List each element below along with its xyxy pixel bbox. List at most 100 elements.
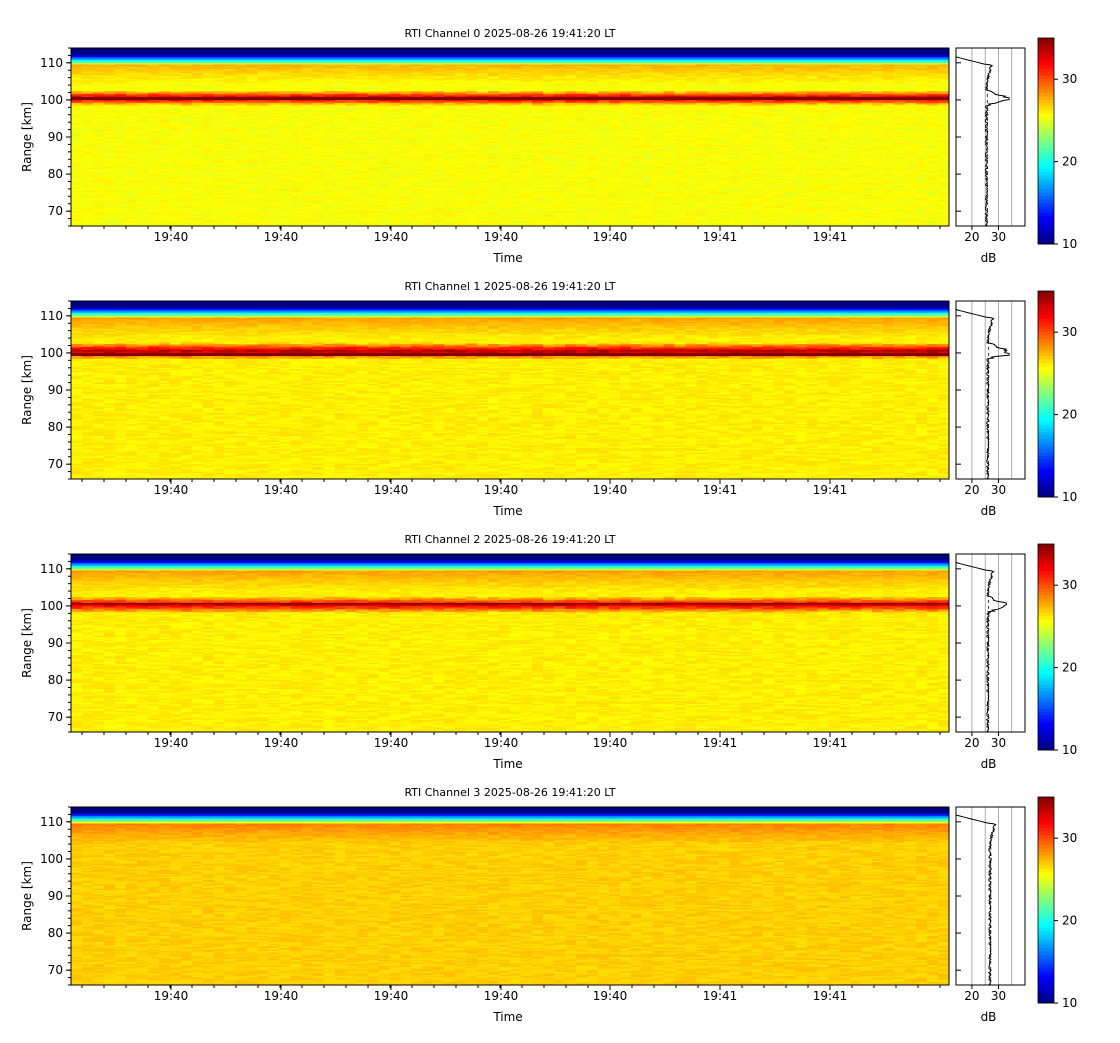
heatmap-cell (191, 61, 204, 64)
heatmap-cell (136, 70, 149, 73)
heatmap-cell (422, 71, 434, 74)
heatmap-cell (575, 85, 588, 88)
heatmap-cell (71, 50, 83, 54)
heatmap-cell (652, 74, 665, 77)
heatmap-cell (773, 85, 785, 88)
heatmap-cell (927, 58, 939, 61)
heatmap-cell (641, 79, 654, 82)
heatmap-cell (652, 71, 665, 74)
heatmap-cell (81, 68, 94, 71)
heatmap-cell (356, 79, 368, 82)
heatmap-cell (707, 70, 720, 73)
heatmap-cell (389, 85, 401, 88)
heatmap-cell (927, 53, 939, 57)
heatmap-cell (191, 53, 204, 57)
heatmap-cell (378, 82, 390, 85)
heatmap-cell (608, 67, 621, 70)
heatmap-cell (202, 52, 215, 55)
heatmap-cell (938, 83, 950, 86)
heatmap-cell (784, 52, 796, 55)
heatmap-cell (202, 50, 215, 54)
heatmap-cell (652, 48, 665, 51)
heatmap-cell (444, 71, 456, 74)
heatmap-cell (466, 64, 478, 67)
heatmap-cell (795, 58, 807, 61)
heatmap-cell (740, 85, 753, 88)
heatmap-cell (707, 73, 720, 76)
heatmap-cell (773, 77, 785, 80)
heatmap-cell (531, 53, 544, 57)
heatmap-cell (619, 48, 632, 51)
heatmap-cell (224, 56, 237, 59)
heatmap-cell (224, 70, 237, 73)
heatmap-cell (894, 68, 906, 71)
heatmap-cell (356, 67, 368, 70)
heatmap-cell (235, 83, 248, 86)
heatmap-cell (268, 79, 281, 82)
heatmap-cell (169, 64, 182, 67)
heatmap-cell (477, 65, 489, 68)
heatmap-cell (795, 67, 807, 70)
heatmap-cell (345, 59, 357, 62)
heatmap-cell (872, 64, 884, 67)
heatmap-cell (180, 49, 193, 52)
heatmap-cell (553, 64, 566, 67)
heatmap-cell (740, 49, 753, 52)
heatmap-cell (213, 82, 226, 85)
heatmap-cell (114, 48, 127, 51)
heatmap-cell (542, 76, 555, 79)
heatmap-cell (575, 68, 588, 71)
heatmap-cell (455, 70, 467, 73)
heatmap-cell (575, 62, 588, 65)
heatmap-cell (916, 76, 928, 79)
heatmap-cell (586, 58, 599, 61)
heatmap-cell (839, 83, 851, 86)
heatmap-cell (608, 52, 621, 55)
heatmap-cell (169, 74, 182, 77)
heatmap-cell (147, 62, 160, 65)
heatmap-cell (455, 53, 467, 57)
heatmap-cell (773, 74, 785, 77)
heatmap-cell (762, 83, 774, 86)
heatmap-cell (136, 86, 149, 89)
heatmap-cell (279, 49, 292, 52)
heatmap-cell (71, 71, 83, 74)
heatmap-cell (455, 56, 467, 59)
heatmap-cell (663, 65, 676, 68)
heatmap-cell (839, 70, 851, 73)
heatmap-cell (564, 80, 577, 83)
heatmap-cell (828, 80, 840, 83)
heatmap-cell (466, 74, 478, 77)
heatmap-cell (663, 55, 676, 58)
heatmap-cell (455, 79, 467, 82)
heatmap-cell (795, 50, 807, 54)
heatmap-cell (422, 55, 434, 58)
heatmap-cell (114, 61, 127, 64)
heatmap-cell (894, 70, 906, 73)
heatmap-cell (290, 56, 303, 59)
heatmap-cell (345, 67, 357, 70)
heatmap-cell (553, 62, 566, 65)
heatmap-cell (455, 74, 467, 77)
heatmap-cell (510, 53, 522, 57)
heatmap-cell (356, 74, 368, 77)
heatmap-cell (839, 73, 851, 76)
rti-heatmap (71, 48, 950, 227)
heatmap-cell (652, 65, 665, 68)
heatmap-cell (279, 53, 292, 57)
heatmap-cell (795, 82, 807, 85)
heatmap-cell (663, 53, 676, 57)
heatmap-cell (103, 73, 116, 76)
heatmap-cell (499, 59, 511, 62)
heatmap-cell (839, 64, 851, 67)
heatmap-cell (279, 77, 292, 80)
heatmap-cell (740, 58, 753, 61)
heatmap-cell (773, 65, 785, 68)
heatmap-cell (125, 77, 138, 80)
heatmap-cell (564, 61, 577, 64)
heatmap-cell (784, 74, 796, 77)
heatmap-cell (608, 50, 621, 54)
heatmap-cell (597, 83, 610, 86)
heatmap-cell (389, 76, 401, 79)
